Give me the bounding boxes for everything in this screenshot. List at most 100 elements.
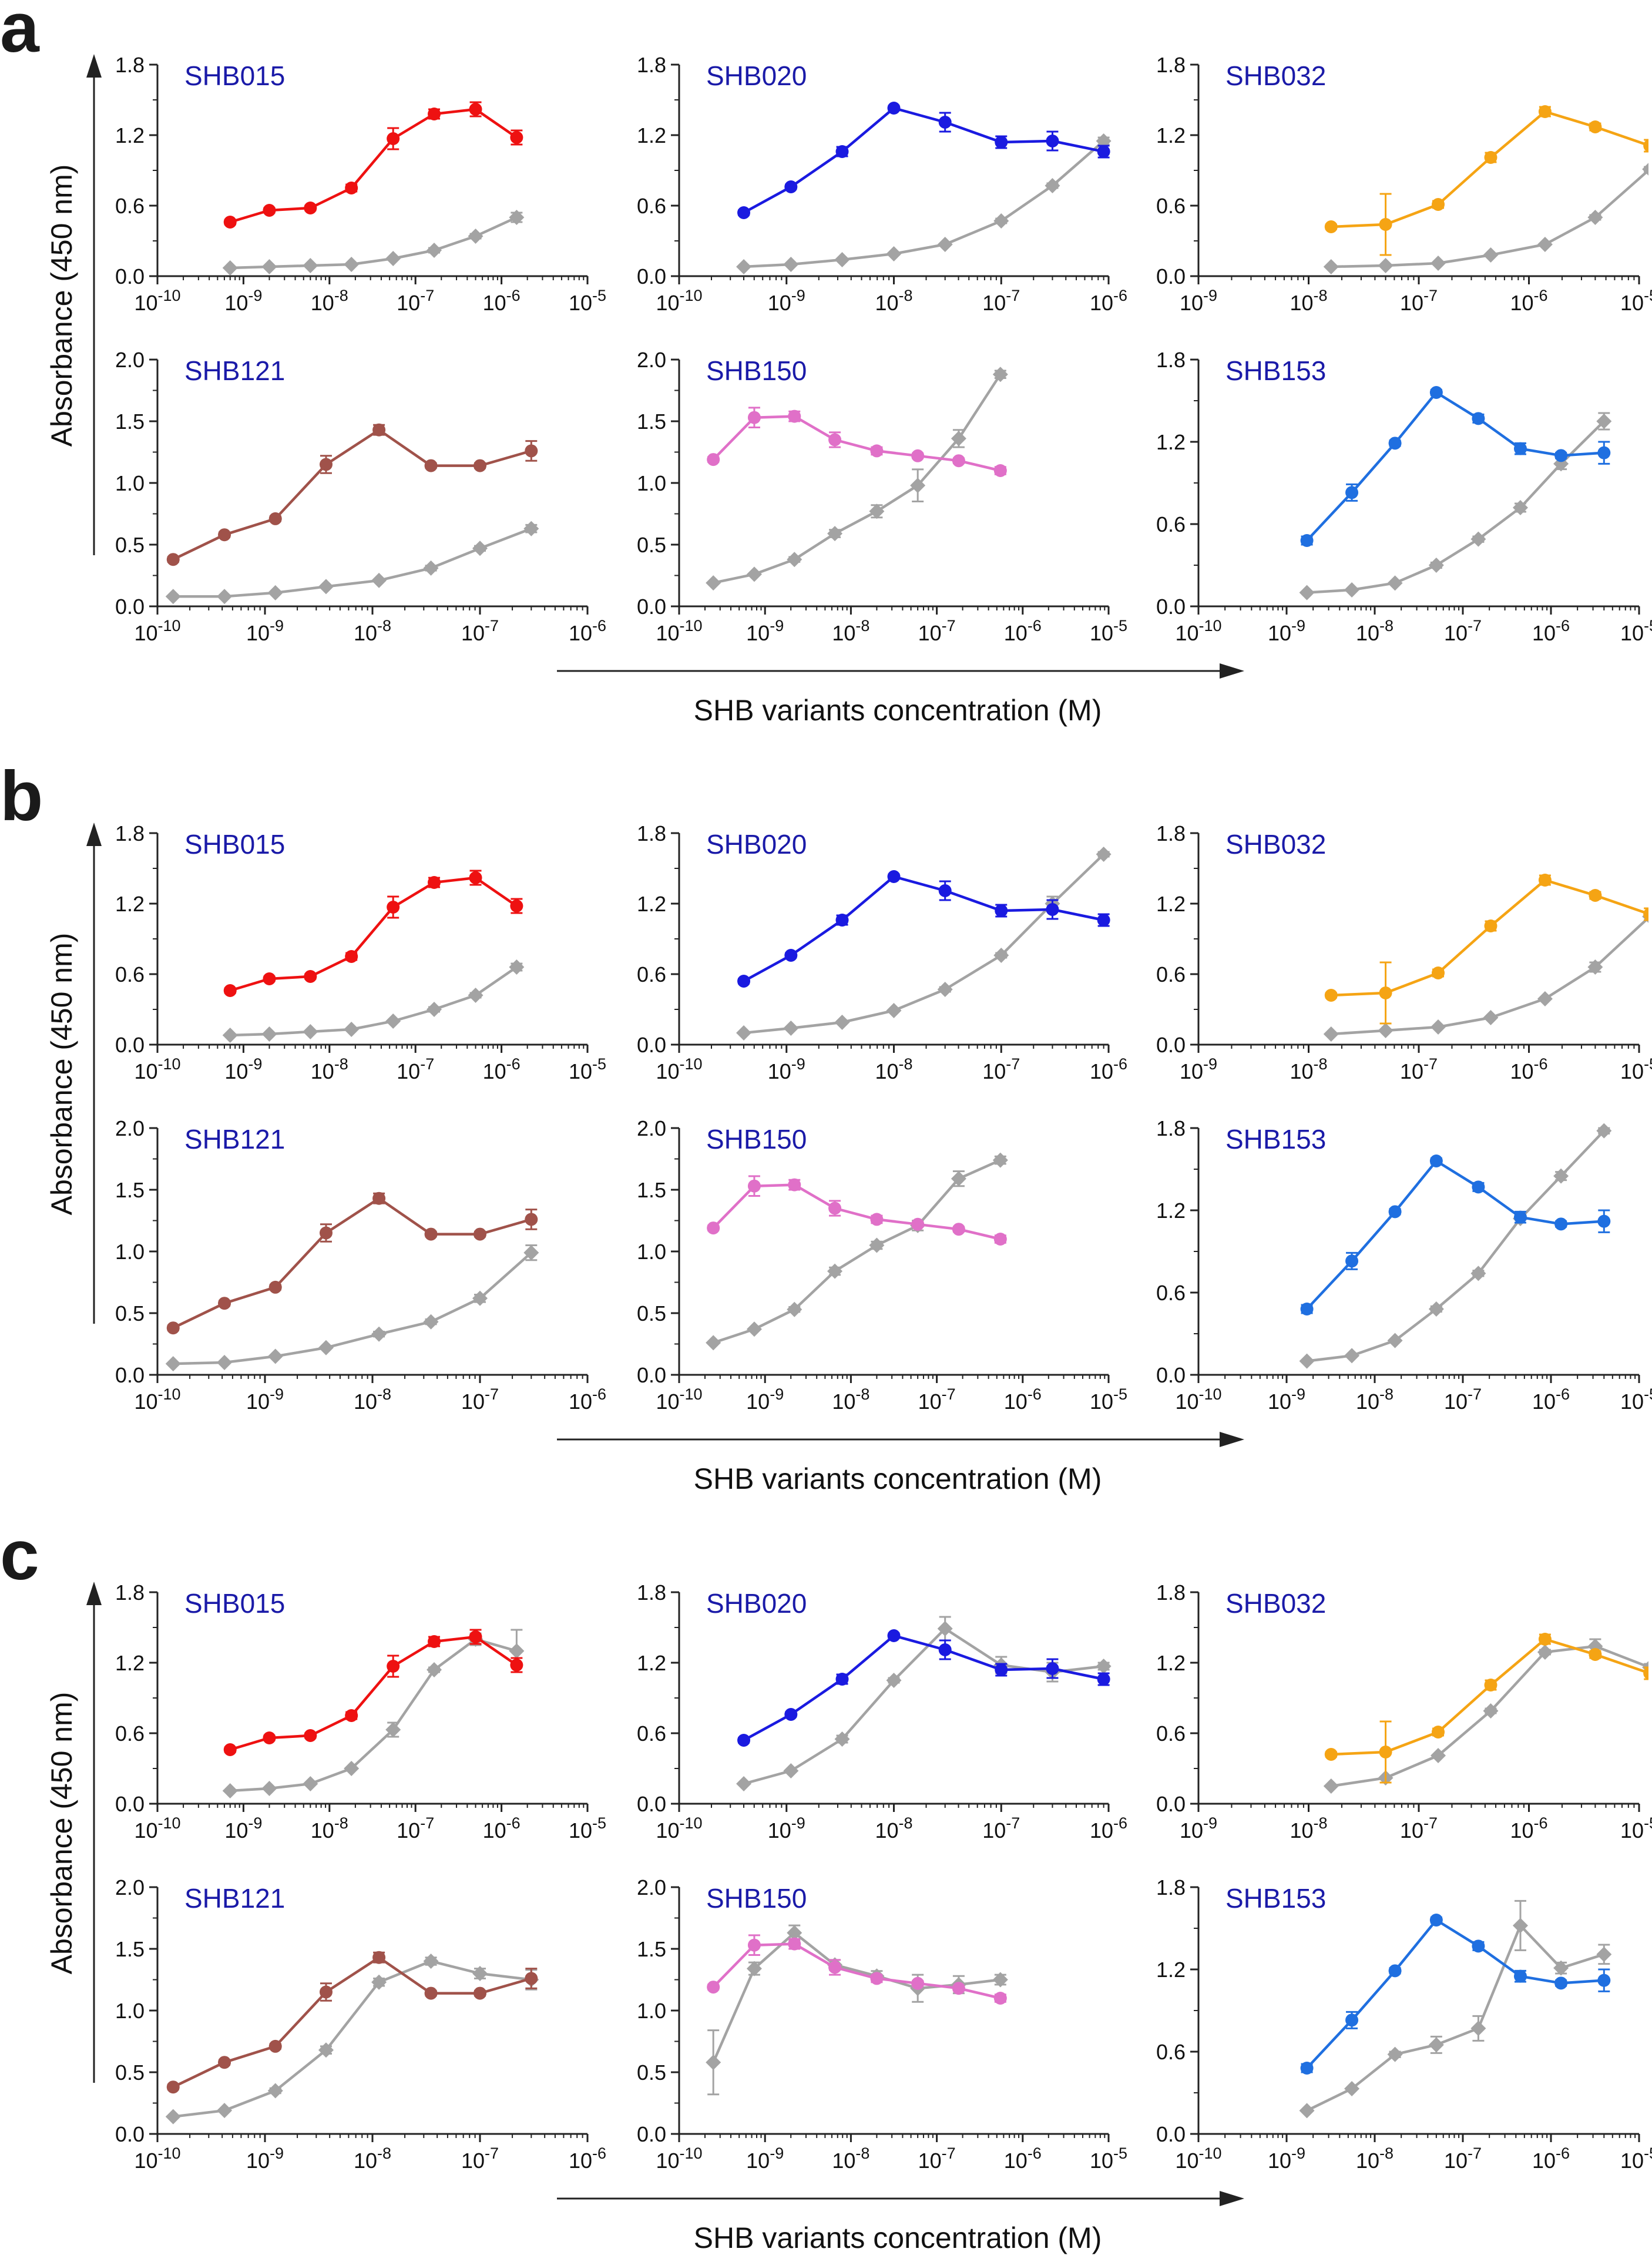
x-tick-exponent: -9 <box>1203 1055 1217 1073</box>
data-point <box>468 988 483 1003</box>
y-tick-label: 0.0 <box>637 264 666 288</box>
series-line <box>1305 1918 1604 2069</box>
x-tick-base: 10 <box>397 291 420 315</box>
x-tick-base: 10 <box>1620 2149 1644 2173</box>
x-tick-base: 10 <box>1090 1059 1113 1083</box>
chart-b-SHB015: 0.00.61.21.810-10 10-9 10-8 10-7 10-6 10-5SHB… <box>115 821 606 1083</box>
data-point <box>469 871 482 884</box>
x-tick-base: 10 <box>746 621 770 645</box>
x-tick-label: 10-9 <box>224 1055 262 1083</box>
data-point <box>937 1621 953 1636</box>
x-tick-exponent: -5 <box>592 1055 606 1073</box>
y-tick-label: 0.5 <box>115 1301 145 1325</box>
x-tick-exponent: -9 <box>770 1385 784 1403</box>
y-tick-label: 1.0 <box>115 1999 145 2023</box>
series-reference <box>1299 412 1612 600</box>
x-tick-base: 10 <box>1268 621 1291 645</box>
data-point <box>737 975 751 988</box>
data-point <box>1300 534 1314 547</box>
x-tick-label: 10-6 <box>1004 1385 1042 1414</box>
series-SHB150 <box>707 1175 1007 1246</box>
data-point <box>1096 847 1112 862</box>
x-tick-label: 10-5 <box>1090 1385 1127 1414</box>
data-point <box>166 1321 180 1335</box>
data-point <box>474 459 486 472</box>
x-tick-base: 10 <box>656 291 679 315</box>
data-point <box>510 900 523 912</box>
x-tick-exponent: -10 <box>680 2144 703 2162</box>
x-tick-exponent: -5 <box>1113 2144 1127 2162</box>
series-line <box>172 428 532 561</box>
x-tick-exponent: -10 <box>1199 2144 1222 2162</box>
data-point <box>1432 1726 1445 1739</box>
x-tick-base: 10 <box>1620 621 1644 645</box>
panel-title: SHB032 <box>1225 61 1326 91</box>
x-tick-label: 10-8 <box>1356 2144 1394 2173</box>
x-tick-label: 10-7 <box>461 2144 499 2173</box>
x-tick-exponent: -5 <box>1644 287 1652 304</box>
panel-title: SHB020 <box>706 1588 807 1619</box>
y-tick-label: 0.0 <box>637 1792 666 1816</box>
x-tick-label: 10-7 <box>982 287 1020 315</box>
data-point <box>706 1335 721 1351</box>
series-reference <box>1299 1899 1612 2119</box>
data-point <box>345 950 358 963</box>
x-tick-exponent: -6 <box>1534 1814 1548 1832</box>
data-point <box>1484 151 1497 164</box>
data-point <box>1299 2103 1315 2119</box>
y-tick-label: 1.8 <box>637 53 666 77</box>
x-tick-base: 10 <box>1175 2149 1198 2173</box>
x-tick-label: 10-5 <box>1090 2144 1127 2173</box>
series-line <box>1305 1159 1604 1310</box>
x-tick-base: 10 <box>1510 1818 1533 1843</box>
x-tick-base: 10 <box>1090 621 1113 645</box>
data-point <box>937 982 953 997</box>
x-tick-base: 10 <box>1532 1390 1556 1414</box>
data-point <box>469 1630 482 1643</box>
data-point <box>267 2083 283 2099</box>
y-axis-arrowhead <box>86 1582 102 1605</box>
x-tick-label: 10-10 <box>656 617 702 645</box>
x-tick-exponent: -7 <box>1468 2144 1482 2162</box>
y-tick-label: 0.0 <box>637 1363 666 1387</box>
x-tick-exponent: -8 <box>899 1814 913 1832</box>
chart-b-SHB150: 0.00.51.01.52.010-10 10-9 10-8 10-7 10-6 10-5… <box>637 1116 1127 1414</box>
data-point <box>783 1021 799 1036</box>
data-point <box>736 1776 752 1791</box>
y-tick-label: 0.0 <box>1156 1792 1186 1816</box>
data-point <box>423 1954 439 1969</box>
panel-letter-a: a <box>0 0 40 67</box>
data-point <box>371 572 387 588</box>
x-tick-label: 10-7 <box>982 1814 1020 1843</box>
x-tick-label: 10-8 <box>1290 1055 1327 1083</box>
x-axis-arrowhead <box>1220 1432 1244 1447</box>
data-point <box>303 1776 318 1791</box>
series-line <box>712 415 1001 472</box>
x-tick-label: 10-9 <box>768 287 805 315</box>
series-line <box>1306 1924 1604 2112</box>
x-tick-label: 10-10 <box>134 617 180 645</box>
series-reference <box>706 367 1008 591</box>
data-point <box>427 1662 442 1677</box>
x-tick-base: 10 <box>1175 621 1198 645</box>
data-point <box>1596 414 1612 429</box>
series-line <box>1331 878 1648 997</box>
panel-title: SHB020 <box>706 829 807 860</box>
x-tick-base: 10 <box>768 1059 791 1083</box>
data-point <box>937 237 953 252</box>
x-tick-exponent: -8 <box>855 617 869 635</box>
data-point <box>1643 139 1648 152</box>
y-tick-label: 1.8 <box>637 821 666 845</box>
data-point <box>1046 135 1059 147</box>
x-tick-exponent: -7 <box>420 287 434 304</box>
data-point <box>784 180 798 193</box>
data-point <box>1512 1918 1528 1934</box>
data-point <box>510 131 523 144</box>
x-tick-exponent: -7 <box>420 1814 434 1832</box>
data-point <box>1431 1748 1446 1763</box>
x-tick-base: 10 <box>656 1390 679 1414</box>
x-tick-base: 10 <box>311 291 334 315</box>
y-tick-label: 2.0 <box>115 1875 145 1899</box>
